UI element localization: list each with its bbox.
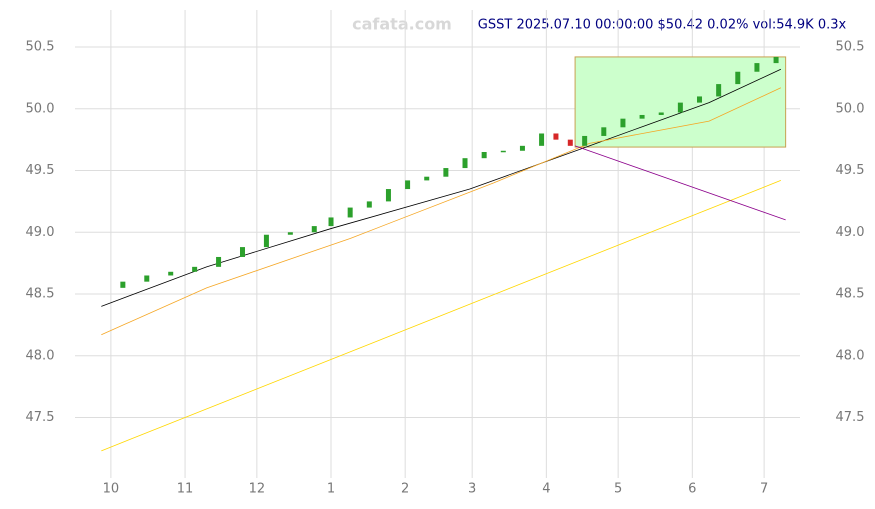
candle <box>553 133 559 140</box>
candle <box>697 96 703 103</box>
candle <box>735 71 741 85</box>
candle <box>144 275 150 282</box>
candle <box>773 56 779 64</box>
x-tick-label: 7 <box>760 482 768 497</box>
candle <box>405 180 411 190</box>
candle <box>168 271 174 276</box>
y-tick-label-right: 47.5 <box>836 410 865 425</box>
candle <box>216 256 222 267</box>
y-tick-label-right: 50.0 <box>836 101 865 116</box>
y-tick-label: 50.5 <box>26 40 55 55</box>
annotation-box <box>574 56 787 148</box>
candle <box>567 139 573 146</box>
indicator-line <box>101 68 782 307</box>
watermark: cafata.com <box>352 15 452 34</box>
candle <box>239 247 245 257</box>
candle <box>519 145 525 151</box>
indicator-line <box>101 87 782 336</box>
chart-title: GSST 2025.07.10 00:00:00 $50.42 0.02% vo… <box>478 18 847 33</box>
x-tick-label: 3 <box>468 482 476 497</box>
x-tick-label: 5 <box>614 482 622 497</box>
x-tick-label: 2 <box>401 482 409 497</box>
candle <box>754 63 760 72</box>
candle <box>443 168 449 177</box>
candle <box>366 201 372 208</box>
candle <box>601 127 607 136</box>
y-tick-label: 49.0 <box>26 225 55 240</box>
x-tick-label: 12 <box>249 482 266 497</box>
candle <box>500 150 506 153</box>
y-tick-label-right: 50.5 <box>836 40 865 55</box>
candle <box>385 189 391 202</box>
candle <box>347 207 353 218</box>
candle <box>120 281 126 288</box>
candle <box>658 112 664 115</box>
indicator-line <box>574 145 786 221</box>
candle <box>539 133 545 146</box>
y-tick-label-right: 49.5 <box>836 163 865 178</box>
y-tick-label: 47.5 <box>26 410 55 425</box>
candle <box>620 118 626 128</box>
y-tick-label: 50.0 <box>26 101 55 116</box>
x-tick-label: 4 <box>542 482 550 497</box>
y-tick-label: 48.5 <box>26 287 55 302</box>
candle <box>328 217 334 227</box>
y-tick-label-right: 48.0 <box>836 348 865 363</box>
x-tick-label: 1 <box>327 482 335 497</box>
candle <box>677 102 683 113</box>
candle <box>192 266 198 272</box>
candle <box>287 232 293 235</box>
x-tick-label: 10 <box>103 482 120 497</box>
x-tick-label: 6 <box>688 482 696 497</box>
candle <box>582 135 588 146</box>
x-tick-label: 11 <box>177 482 194 497</box>
candle <box>263 234 269 248</box>
candle <box>311 226 317 233</box>
y-tick-label: 49.5 <box>26 163 55 178</box>
candle <box>424 176 430 181</box>
indicator-line <box>101 180 782 452</box>
y-tick-label-right: 48.5 <box>836 287 865 302</box>
candle <box>639 114 645 119</box>
y-tick-label: 48.0 <box>26 348 55 363</box>
candle <box>716 84 722 97</box>
y-tick-label-right: 49.0 <box>836 225 865 240</box>
candle <box>481 152 487 159</box>
candle <box>462 158 468 169</box>
